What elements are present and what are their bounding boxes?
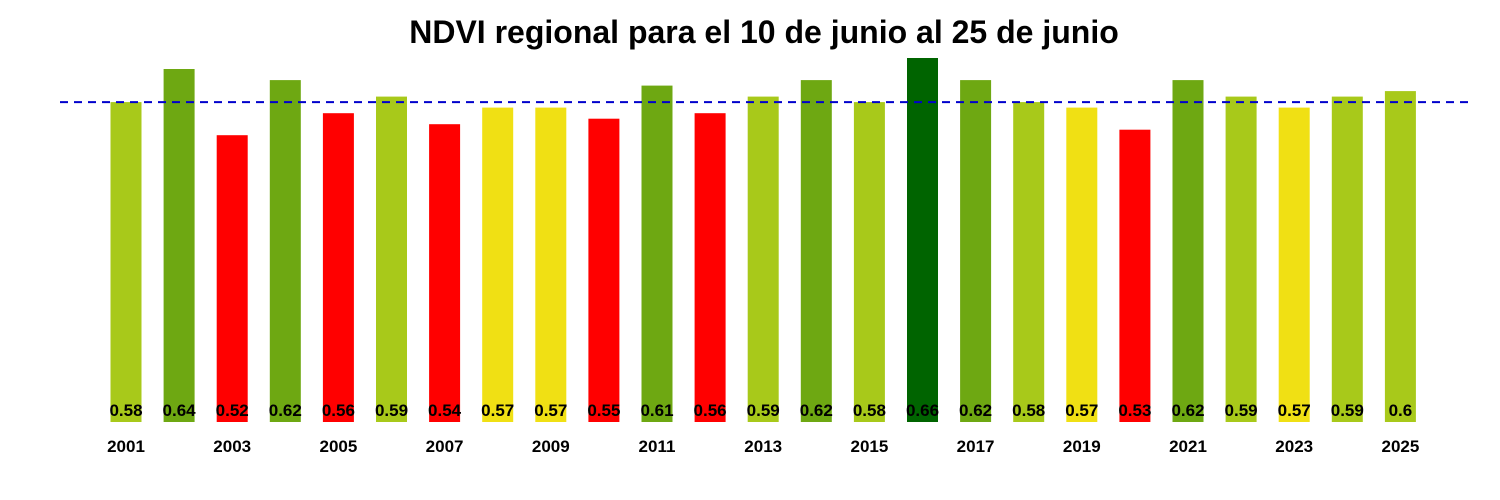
x-tick-label-2015: 2015 [850,437,888,456]
value-label-2017: 0.62 [959,401,992,420]
value-label-2009: 0.57 [534,401,567,420]
value-label-2002: 0.64 [163,401,197,420]
value-label-2003: 0.52 [216,401,249,420]
bar-2002 [163,69,195,422]
x-tick-label-2009: 2009 [532,437,570,456]
x-tick-label-2023: 2023 [1275,437,1313,456]
x-axis-ticks: 2001 2003 2005 2007 2009 2011 2013 2015 2017 2019… [107,437,1419,456]
chart-title: NDVI regional para el 10 de junio al 25 … [409,14,1119,50]
bar-2024 [1331,96,1363,422]
value-label-2013: 0.59 [747,401,780,420]
x-tick-label-2007: 2007 [426,437,464,456]
bar-2007 [429,124,461,422]
value-label-2012: 0.56 [694,401,727,420]
value-label-2015: 0.58 [853,401,886,420]
bar-2014 [800,80,832,422]
bar-2015 [853,102,885,422]
bar-2021 [1172,80,1204,422]
value-label-2001: 0.58 [109,401,142,420]
x-tick-label-2005: 2005 [319,437,357,456]
bar-2005 [322,113,354,422]
value-label-2005: 0.56 [322,401,355,420]
bar-2006 [376,96,407,422]
value-label-2018: 0.58 [1012,401,1045,420]
value-label-2021: 0.62 [1171,401,1204,420]
x-tick-label-2019: 2019 [1063,437,1101,456]
value-label-2020: 0.53 [1118,401,1151,420]
x-tick-label-2013: 2013 [744,437,782,456]
x-tick-label-2001: 2001 [107,437,145,456]
value-label-2024: 0.59 [1331,401,1364,420]
bar-2017 [960,80,992,422]
value-label-2004: 0.62 [269,401,302,420]
bar-2013 [747,96,779,422]
bar-2008 [482,107,514,422]
bars-group [110,58,1416,422]
x-tick-label-2021: 2021 [1169,437,1207,456]
value-label-2019: 0.57 [1065,401,1098,420]
value-label-2008: 0.57 [481,401,514,420]
value-label-2011: 0.61 [640,401,673,420]
value-label-2016: 0.66 [906,401,939,420]
bar-2018 [1013,102,1045,422]
bar-2019 [1066,107,1098,422]
bar-2012 [694,113,726,422]
value-label-2025: 0.6 [1389,401,1413,420]
x-tick-label-2003: 2003 [213,437,251,456]
bar-2009 [535,107,567,422]
bar-2011 [641,85,673,422]
value-label-2022: 0.59 [1225,401,1258,420]
bar-2004 [269,80,301,422]
bar-2022 [1225,96,1257,422]
value-label-2006: 0.59 [375,401,408,420]
bar-2003 [216,135,248,422]
bar-2016 [907,58,938,422]
x-tick-label-2017: 2017 [957,437,995,456]
value-label-2010: 0.55 [587,401,620,420]
bar-2023 [1278,107,1310,422]
bar-2020 [1119,129,1151,422]
value-label-2023: 0.57 [1278,401,1311,420]
bar-2025 [1384,91,1416,422]
value-label-2014: 0.62 [800,401,833,420]
value-labels-group: 0.58 0.64 0.52 0.62 0.56 0.59 0.54 0.57 0.57 0.55… [109,401,1412,420]
bar-2001 [110,102,142,422]
x-tick-label-2025: 2025 [1381,437,1419,456]
value-label-2007: 0.54 [428,401,462,420]
x-tick-label-2011: 2011 [639,437,676,456]
bar-2010 [588,118,620,422]
